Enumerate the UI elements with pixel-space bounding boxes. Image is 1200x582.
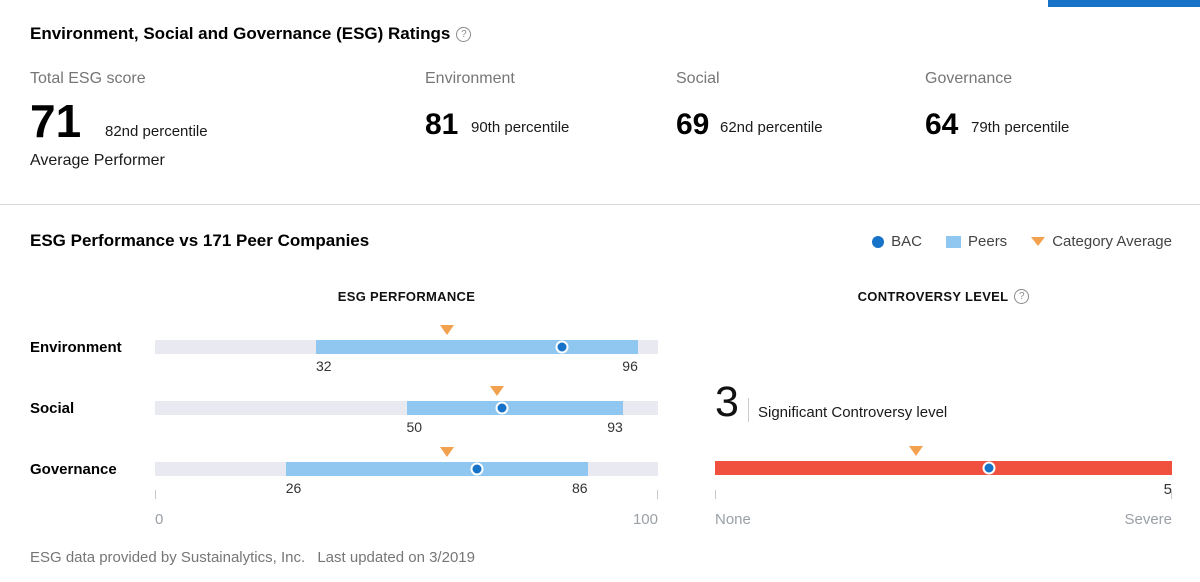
legend-label: Peers	[968, 233, 1008, 250]
peers-square-icon	[946, 235, 961, 248]
peer-range-track: 32 96	[155, 325, 658, 374]
peer-min-value: 50	[406, 419, 423, 435]
top-edge-button-fragment[interactable]	[1048, 0, 1200, 7]
controversy-tick-right	[1171, 490, 1172, 499]
peer-max-value: 93	[607, 419, 623, 435]
governance-percentile: 79th percentile	[971, 119, 1070, 136]
category-average-marker	[490, 386, 505, 396]
environment-score: 81	[425, 108, 459, 141]
axis-tick-left	[155, 490, 156, 499]
legend-label: BAC	[891, 233, 922, 250]
chart-row-environment: Environment 32 96	[0, 325, 1200, 386]
total-esg-score: 71	[30, 95, 82, 147]
chart-legend: BAC Peers Category Average	[858, 233, 1172, 250]
last-updated-text: Last updated on 3/2019	[317, 549, 475, 566]
row-label: Environment	[30, 339, 122, 356]
bac-marker	[495, 401, 509, 415]
peer-range-track: 50 93	[155, 386, 658, 435]
category-average-triangle-icon	[1031, 237, 1046, 246]
peer-max-value: 96	[622, 358, 638, 374]
controversy-level-value: 3	[715, 378, 739, 426]
controversy-scale-max: 5	[1163, 481, 1172, 498]
data-attribution: ESG data provided by Sustainalytics, Inc…	[30, 549, 475, 566]
controversy-label-none: None	[715, 511, 751, 528]
peer-max-value: 86	[572, 480, 588, 496]
row-label: Governance	[30, 461, 117, 478]
governance-score: 64	[925, 108, 959, 141]
axis-tick-right	[657, 490, 658, 499]
chart-row-social: Social 50 93	[0, 386, 1200, 447]
peer-comparison-title: ESG Performance vs 171 Peer Companies	[30, 231, 370, 250]
category-average-marker	[909, 446, 924, 456]
social-label: Social	[676, 70, 720, 87]
bac-marker	[470, 462, 484, 476]
page-title-text: Environment, Social and Governance (ESG)…	[30, 24, 451, 43]
controversy-value-divider	[748, 398, 749, 422]
peer-min-value: 32	[315, 358, 332, 374]
controversy-label-severe: Severe	[1124, 511, 1172, 528]
legend-item-category-average: Category Average	[1031, 233, 1172, 250]
controversy-description: Significant Controversy level	[758, 404, 948, 421]
axis-label-max: 100	[632, 511, 658, 528]
total-esg-descriptor: Average Performer	[30, 152, 165, 169]
social-score: 69	[676, 108, 710, 141]
bac-marker	[555, 340, 569, 354]
peers-range-bar	[285, 462, 588, 476]
controversy-bar	[715, 446, 1172, 475]
environment-label: Environment	[425, 70, 515, 87]
help-icon[interactable]: ?	[1014, 289, 1030, 304]
bac-marker	[982, 461, 996, 475]
legend-item-peers: Peers	[946, 233, 1007, 250]
peers-range-bar	[315, 340, 638, 354]
legend-item-bac: BAC	[872, 233, 922, 250]
social-percentile: 62nd percentile	[720, 119, 823, 136]
peer-range-track: 26 86	[155, 447, 658, 496]
total-esg-label: Total ESG score	[30, 70, 146, 87]
category-average-marker	[439, 325, 454, 335]
controversy-chart-title: CONTROVERSY LEVEL?	[715, 289, 1172, 304]
governance-label: Governance	[925, 70, 1013, 87]
controversy-tick-left	[715, 490, 716, 499]
peer-min-value: 26	[285, 480, 302, 496]
legend-label: Category Average	[1052, 233, 1172, 250]
environment-percentile: 90th percentile	[471, 119, 570, 136]
provider-text: ESG data provided by Sustainalytics, Inc…	[30, 549, 306, 566]
bac-dot-icon	[872, 235, 885, 248]
axis-label-min: 0	[155, 511, 164, 528]
row-label: Social	[30, 400, 75, 417]
chart-row-governance: Governance 26 86	[0, 447, 1200, 508]
esg-performance-rows: Environment 32 96 Social 50 93 Governance 26 86	[0, 325, 1200, 508]
category-average-marker	[439, 447, 454, 457]
controversy-title-text: CONTROVERSY LEVEL	[857, 289, 1009, 304]
total-esg-percentile: 82nd percentile	[105, 123, 208, 140]
help-icon[interactable]: ?	[456, 27, 472, 42]
page-title: Environment, Social and Governance (ESG)…	[30, 24, 472, 44]
esg-performance-chart-title: ESG PERFORMANCE	[337, 289, 476, 304]
peers-range-bar	[406, 401, 623, 415]
section-divider	[0, 204, 1200, 205]
